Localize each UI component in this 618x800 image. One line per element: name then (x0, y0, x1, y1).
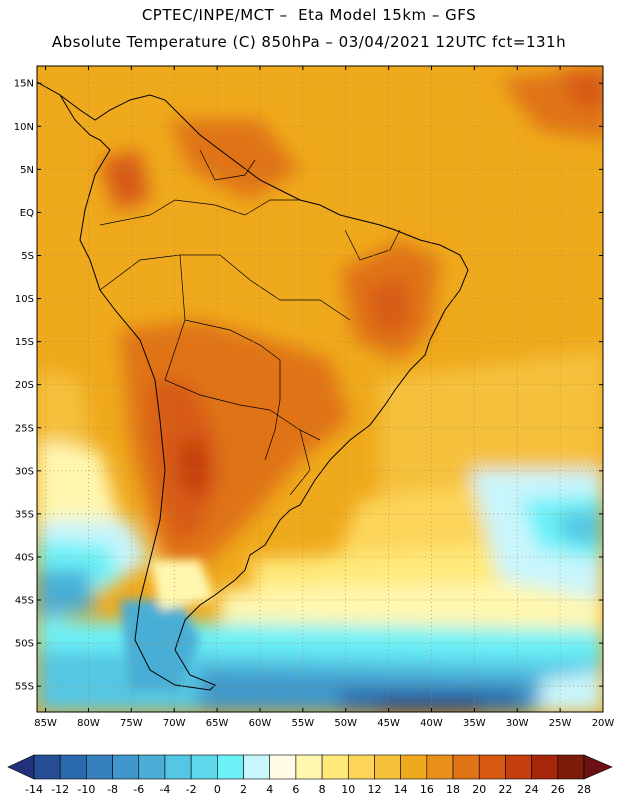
coastline (37, 81, 469, 691)
lon-tick-label: 25W (549, 718, 572, 729)
lon-tick-label: 80W (77, 718, 100, 729)
lat-tick-label: 40S (15, 552, 34, 563)
colorbar-swatch (478, 754, 506, 780)
colorbar-label: -10 (77, 783, 95, 796)
colorbar-over-triangle (583, 754, 613, 780)
colorbar-label: -4 (159, 783, 170, 796)
colorbar-label: 10 (341, 783, 355, 796)
latitude-ticks: 15N 10N 5N EQ 5S 10S 15S 20S 25S 30S 35S 40S 45S 50S 5… (14, 79, 603, 693)
colorbar-swatch (59, 754, 87, 780)
colorbar-label: 0 (214, 783, 221, 796)
colorbar-swatch (217, 754, 244, 780)
lon-tick-label: 60W (249, 718, 272, 729)
colorbar-swatch (557, 754, 585, 780)
colorbar-label: -14 (25, 783, 43, 796)
colorbar-swatch (400, 754, 428, 780)
colorbar-label: 26 (551, 783, 565, 796)
lat-tick-label: 5N (20, 165, 34, 176)
colorbar-swatch (295, 754, 323, 780)
colorbar-label: -6 (133, 783, 144, 796)
longitude-ticks: 85W 80W 75W 70W 65W 60W 55W 50W 45W 40W 35W 30W 25W 2… (34, 66, 614, 729)
lat-tick-label: 10S (15, 294, 34, 305)
lat-tick-label: 20S (15, 380, 34, 391)
lat-tick-label: 55S (15, 682, 34, 693)
colorbar-under-triangle (7, 754, 35, 780)
lat-tick-label: 35S (15, 509, 34, 520)
colorbar-swatch (138, 754, 166, 780)
colorbar-label: 4 (266, 783, 273, 796)
lat-tick-label: 5S (21, 251, 34, 262)
lat-tick-label: 50S (15, 639, 34, 650)
lat-tick-label: 30S (15, 466, 34, 477)
colorbar-swatch (269, 754, 297, 780)
colorbar-swatch (452, 754, 480, 780)
colorbar-label: 18 (446, 783, 460, 796)
lon-tick-label: 40W (420, 718, 443, 729)
colorbar-swatch (86, 754, 113, 780)
lon-tick-label: 70W (163, 718, 186, 729)
colorbar-swatch (321, 754, 349, 780)
colorbar-swatch (426, 754, 454, 780)
lon-tick-label: 35W (463, 718, 486, 729)
chart-title-line-2: Absolute Temperature (C) 850hPa – 03/04/… (51, 33, 567, 51)
colorbar-swatch (374, 754, 401, 780)
colorbar-swatch (243, 754, 271, 780)
colorbar-label: -2 (186, 783, 197, 796)
colorbar-swatch (505, 754, 532, 780)
colorbar-swatch (112, 754, 140, 780)
country-borders (99, 149, 401, 496)
colorbar-label: 2 (240, 783, 247, 796)
colorbar-swatch (33, 754, 61, 780)
colorbar-label: 8 (319, 783, 326, 796)
colorbar-label: 24 (525, 783, 539, 796)
lat-tick-label: 15S (15, 337, 34, 348)
colorbar-label: 14 (394, 783, 408, 796)
lon-tick-label: 20W (592, 718, 615, 729)
colorbar-label: 20 (472, 783, 486, 796)
map-frame (36, 65, 604, 713)
colorbar-swatch (190, 754, 218, 780)
lat-tick-label: 15N (14, 79, 34, 90)
colorbar-label: 28 (577, 783, 591, 796)
colorbar-label: 12 (367, 783, 381, 796)
lon-tick-label: 55W (292, 718, 315, 729)
lon-tick-label: 45W (377, 718, 400, 729)
lon-tick-label: 75W (120, 718, 143, 729)
lat-tick-label: 45S (15, 596, 34, 607)
colorbar-swatch (347, 754, 375, 780)
lon-tick-label: 85W (34, 718, 57, 729)
colorbar-label: -8 (107, 783, 118, 796)
lat-tick-label: 10N (14, 122, 34, 133)
colorbar-label: -12 (51, 783, 69, 796)
lon-tick-label: 50W (334, 718, 357, 729)
chart-title-line-1: CPTEC/INPE/MCT – Eta Model 15km – GFS (141, 6, 477, 24)
colorbar-label: 6 (292, 783, 299, 796)
lon-tick-label: 65W (206, 718, 229, 729)
colorbar: -14 -12 -10 -8 -6 -4 -2 0 2 4 6 8 10 12 14 16 18 20 22 24 26… (7, 754, 613, 796)
lat-tick-label: EQ (20, 208, 34, 219)
lat-tick-label: 25S (15, 423, 34, 434)
colorbar-swatch (531, 754, 559, 780)
colorbar-label: 16 (420, 783, 434, 796)
lon-tick-label: 30W (506, 718, 529, 729)
colorbar-swatch (164, 754, 192, 780)
temperature-field (37, 66, 603, 712)
colorbar-label: 22 (498, 783, 512, 796)
